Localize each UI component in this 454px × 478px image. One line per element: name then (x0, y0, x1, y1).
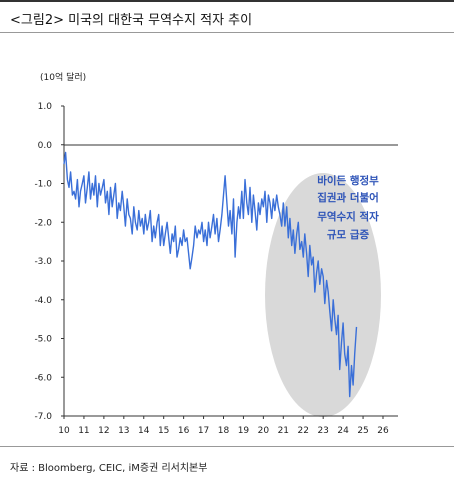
source-rule (0, 446, 454, 447)
x-tick-label: 26 (377, 426, 389, 436)
x-tick-label: 19 (238, 426, 250, 436)
annotation-line-3: 무역수지 적자 (317, 210, 379, 223)
x-tick-label: 18 (218, 426, 230, 436)
x-tick-label: 15 (158, 426, 169, 436)
y-tick-label: 0.0 (38, 141, 53, 151)
x-tick-label: 22 (298, 426, 309, 436)
y-tick-label: 1.0 (38, 102, 53, 112)
x-ticks: 10 11 12 13 14 15 16 17 18 19 20 21 22 23 24 25 26 (58, 416, 389, 436)
y-tick-label: -2.0 (34, 218, 52, 228)
x-tick-label: 12 (98, 426, 109, 436)
x-tick-label: 10 (58, 426, 70, 436)
source-note: 자료 : Bloomberg, CEIC, iM증권 리서치본부 (10, 463, 208, 474)
annotation-line-1: 바이든 행정부 (317, 174, 379, 187)
title-bar: <그림2> 미국의 대한국 무역수지 적자 추이 (0, 0, 454, 34)
y-ticks: 1.0 0.0 -1.0 -2.0 -3.0 -4.0 -5.0 -6.0 -7.0 (34, 102, 64, 422)
y-tick-label: -3.0 (34, 257, 52, 267)
annotation-line-4: 규모 급증 (327, 229, 370, 241)
x-tick-label: 17 (198, 426, 209, 436)
x-tick-label: 14 (138, 426, 150, 436)
title-top-rule (0, 0, 454, 2)
figure-title: <그림2> 미국의 대한국 무역수지 적자 추이 (10, 13, 253, 28)
y-tick-label: -6.0 (34, 373, 52, 383)
x-tick-label: 21 (278, 426, 289, 436)
y-tick-label: -5.0 (34, 335, 52, 345)
title-bottom-rule (0, 32, 454, 33)
unit-label: (10억 달러) (40, 71, 86, 83)
y-tick-label: -1.0 (34, 180, 52, 190)
x-tick-label: 16 (178, 426, 190, 436)
x-tick-label: 13 (118, 426, 129, 436)
y-tick-label: -7.0 (34, 412, 52, 422)
y-tick-label: -4.0 (34, 296, 52, 306)
x-tick-label: 24 (337, 426, 349, 436)
source-bar: 자료 : Bloomberg, CEIC, iM증권 리서치본부 (0, 446, 454, 478)
trade-balance-line (63, 151, 358, 398)
x-tick-label: 11 (78, 426, 89, 436)
x-tick-label: 25 (357, 426, 368, 436)
x-tick-label: 20 (258, 426, 270, 436)
trade-balance-chart: (10억 달러) 1.0 0.0 -1.0 -2.0 -3.0 -4.0 -5.0 -6.0 -… (34, 71, 398, 436)
x-tick-label: 23 (317, 426, 328, 436)
annotation-line-2: 집권과 더불어 (317, 191, 379, 204)
